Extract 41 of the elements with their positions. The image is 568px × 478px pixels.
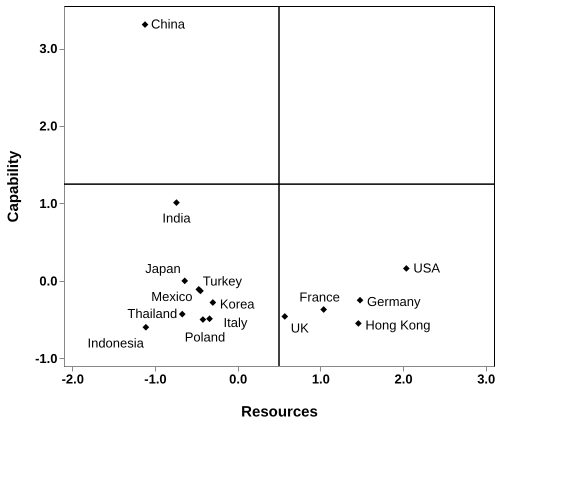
point	[402, 265, 410, 272]
annotation: Poland	[184, 330, 226, 345]
annotation: Italy	[224, 314, 248, 330]
annotation: Germany	[367, 294, 421, 310]
y-tick-label: 3.0	[39, 41, 58, 56]
x-axis-title: Resources	[241, 404, 318, 420]
y-tick-label: 1.0	[39, 196, 58, 211]
annotation: India	[162, 210, 192, 226]
annotation: France	[299, 289, 340, 304]
annotation: Japan	[145, 260, 181, 276]
annotation: Hong Kong	[365, 317, 430, 332]
x-tick-label: -2.0	[62, 372, 84, 386]
annotation: Indonesia	[87, 335, 145, 350]
y-tick-label: 2.0	[39, 118, 58, 134]
annotation: Turkey	[202, 273, 243, 288]
y-axis-title: Capability	[5, 150, 22, 222]
point	[173, 199, 180, 206]
annotation: Mexico	[151, 288, 192, 304]
point	[356, 296, 364, 304]
y-tick-label: 0.0	[39, 273, 58, 288]
annotation: USA	[413, 260, 440, 276]
point	[209, 299, 216, 306]
point	[206, 315, 213, 322]
point	[142, 324, 150, 331]
point	[181, 277, 188, 284]
point	[200, 316, 206, 323]
point	[355, 320, 362, 327]
point	[178, 310, 186, 318]
annotation: China	[151, 16, 186, 32]
point	[281, 313, 288, 320]
x-tick-label: 1.0	[312, 372, 330, 386]
annotation: UK	[290, 320, 310, 336]
point	[142, 21, 148, 28]
x-tick-label: -1.0	[144, 372, 167, 386]
annotation: Thailand	[127, 306, 178, 322]
point	[320, 306, 328, 313]
annotation: Korea	[220, 296, 256, 312]
x-tick-label: 2.0	[394, 372, 413, 386]
x-tick-label: 3.0	[477, 372, 496, 386]
y-tick-label: -1.0	[35, 350, 58, 366]
x-tick-label: 0.0	[229, 372, 248, 386]
